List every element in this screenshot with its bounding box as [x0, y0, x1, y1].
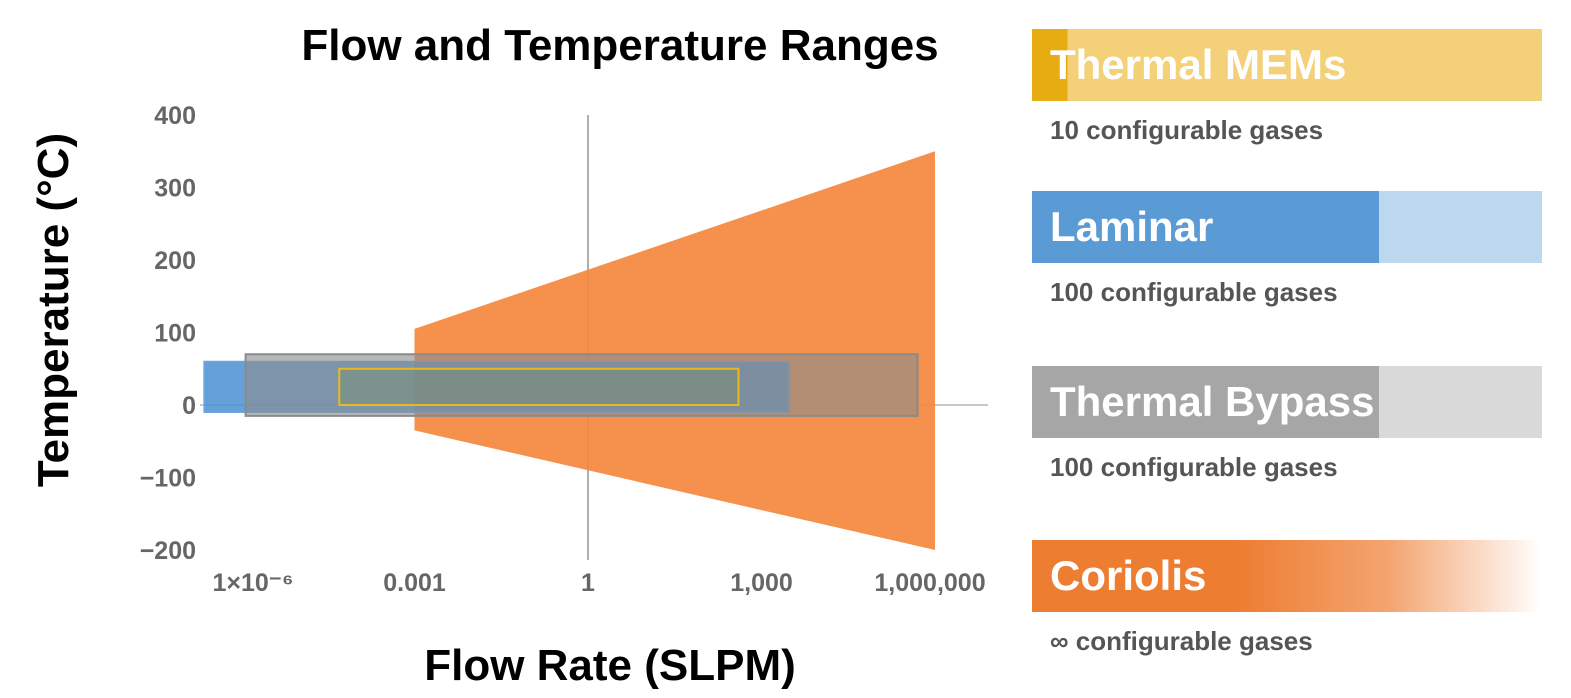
- legend-bar-thermal-mems: Thermal MEMs: [1032, 29, 1542, 101]
- x-tick-label: 1×10⁻⁶: [212, 569, 293, 597]
- y-tick-label: −200: [140, 537, 196, 565]
- legend-label-thermal-mems: Thermal MEMs: [1050, 41, 1347, 88]
- x-tick-labels: 1×10⁻⁶ 0.001 1 1,000 1,000,000: [212, 569, 985, 597]
- y-tick-label: 300: [154, 175, 196, 203]
- plot-area: [200, 115, 988, 560]
- y-tick-label: 200: [154, 247, 196, 275]
- chart-title: Flow and Temperature Ranges: [301, 21, 938, 70]
- x-tick-label: 1: [581, 569, 595, 597]
- legend-item-thermal-mems: Thermal MEMs 10 configurable gases: [1032, 29, 1542, 146]
- legend-subtitle-thermal-mems: 10 configurable gases: [1050, 115, 1324, 145]
- y-tick-labels: 400 300 200 100 0 −100 −200: [140, 102, 196, 565]
- range-thermal-mems: [338, 367, 740, 406]
- legend-bar-coriolis: Coriolis: [1032, 540, 1542, 612]
- legend-subtitle-thermal-bypass: 100 configurable gases: [1050, 452, 1338, 482]
- x-tick-label: 1,000,000: [874, 569, 985, 597]
- y-tick-label: 400: [154, 102, 196, 130]
- x-tick-label: 1,000: [730, 569, 793, 597]
- legend-bar-laminar: Laminar: [1032, 191, 1542, 263]
- legend-label-thermal-bypass: Thermal Bypass: [1050, 378, 1375, 425]
- legend-label-laminar: Laminar: [1050, 203, 1214, 250]
- y-tick-label: −100: [140, 465, 196, 493]
- legend-item-laminar: Laminar 100 configurable gases: [1032, 191, 1542, 308]
- x-tick-label: 0.001: [383, 569, 446, 597]
- legend-bar-thermal-bypass: Thermal Bypass: [1032, 366, 1542, 438]
- legend-subtitle-laminar: 100 configurable gases: [1050, 277, 1338, 307]
- legend-subtitle-coriolis: ∞ configurable gases: [1050, 626, 1313, 656]
- legend-item-thermal-bypass: Thermal Bypass 100 configurable gases: [1032, 366, 1542, 483]
- y-tick-label: 0: [182, 392, 196, 420]
- chart: Flow and Temperature Ranges 400300200100…: [29, 21, 988, 690]
- x-axis-label: Flow Rate (SLPM): [424, 641, 796, 690]
- range-coriolis: [414, 151, 935, 551]
- legend-item-coriolis: Coriolis ∞ configurable gases: [1032, 540, 1542, 657]
- y-axis-label: Temperature (°C): [29, 133, 78, 487]
- legend-label-coriolis: Coriolis: [1050, 552, 1207, 599]
- y-tick-label: 100: [154, 320, 196, 348]
